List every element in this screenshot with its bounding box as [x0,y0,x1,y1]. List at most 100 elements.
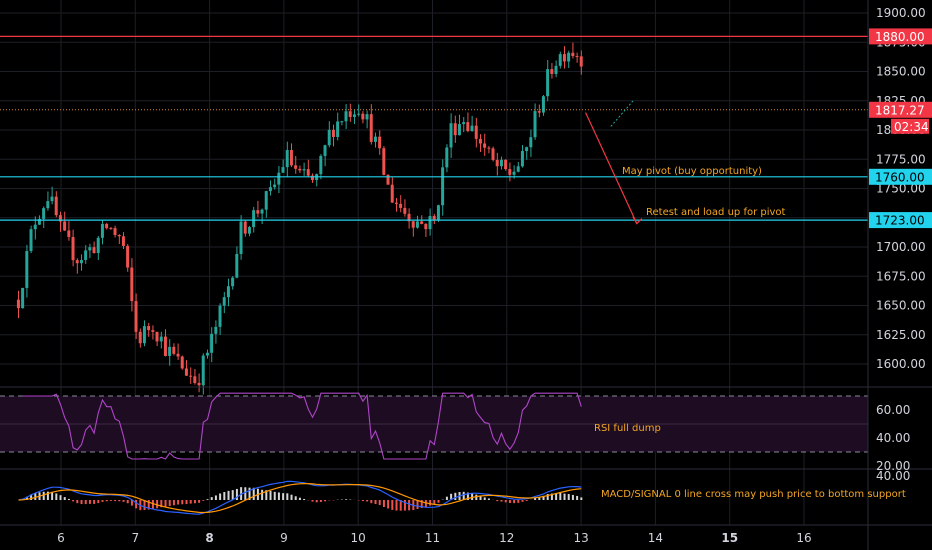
candle-body [151,330,155,332]
candle-body [16,299,20,309]
candle-body [218,305,222,327]
candle-body [281,167,285,173]
signal-line [18,483,582,514]
horizontal-lines [0,35,868,221]
price-badges: 1880.00 1760.00 1723.00 1817.27 02:34 [869,28,932,229]
candle-body [226,286,230,298]
candle-body [298,168,302,171]
macd-tick: 40.00 [876,469,910,483]
candle-body [88,247,92,251]
candle-body [575,56,579,58]
candle-body [21,287,25,309]
candle-body [415,221,419,228]
candle-body [193,376,197,383]
candle-body [75,260,79,264]
candle-body [159,336,163,342]
candle-body [121,236,125,246]
candle-body [252,210,256,228]
rsi-background [0,395,868,453]
candle-body [210,333,214,353]
candle-body [319,155,323,175]
rsi-series [22,392,582,460]
candle-body [247,227,251,234]
candle-body [495,159,499,167]
candle-body [340,121,344,123]
candle-body [512,171,516,175]
candle-body [352,114,356,117]
price-tick: 1650.00 [876,299,926,313]
candle-body [567,52,571,62]
time-tick: 12 [499,531,514,545]
time-tick: 9 [280,531,288,545]
macd-pane [18,480,583,515]
rsi-tick: 20.00 [876,459,910,473]
candle-body [327,129,331,146]
candle-body [96,237,100,254]
price-tick: 1700.00 [876,240,926,254]
candle-body [365,114,369,120]
candle-body [499,159,503,167]
candle-body [46,201,50,209]
time-tick: 7 [131,531,139,545]
candle-body [487,147,491,149]
price-tick: 1900.00 [876,6,926,20]
candle-body [558,54,562,66]
candle-body [369,114,373,142]
candle-body [432,216,436,220]
candle-body [428,216,432,230]
candle-body [562,54,566,62]
time-tick: 16 [796,531,811,545]
candle-body [541,96,545,113]
candle-body [550,69,554,74]
time-tick: 14 [648,531,663,545]
candle-body [147,326,151,331]
candle-body [214,326,218,334]
candle-body [411,221,415,228]
candle-body [323,145,327,156]
candle-body [155,331,159,342]
price-tick: 1750.00 [876,182,926,196]
candle-body [520,151,524,167]
candle-body [449,123,453,148]
candle-body [126,245,130,268]
projection-dotted [610,100,634,127]
rsi-tick: 40.00 [876,431,910,445]
candle-body [197,382,201,386]
candle-body [189,375,193,377]
candle-body [180,356,184,369]
candle-body [222,297,226,306]
candle-body [168,346,172,356]
candle-body [243,221,247,234]
candle-body [138,331,142,344]
candle-body [386,174,390,185]
candle-body [546,69,550,97]
candle-body [205,352,209,356]
rsi-tick: 60.00 [876,403,910,417]
candle-body [424,223,428,230]
annotation-retest: Retest and load up for pivot [646,207,786,218]
rsi-line [22,392,582,460]
candle-body [277,172,281,185]
candle-body [554,65,558,74]
candle-body [478,138,482,144]
candle-body [302,169,306,171]
candle-body [273,184,277,188]
candle-body [445,147,449,168]
candle-body [71,236,75,261]
candle-body [42,208,46,219]
time-tick: 11 [425,531,440,545]
annotation-pivot: May pivot (buy opportunity) [622,166,762,177]
candle-body [441,167,445,206]
candle-body [33,224,37,230]
candle-body [25,251,29,288]
candle-body [285,150,289,168]
badge-1760.00-bg [869,168,932,185]
candle-body [58,215,62,222]
candle-body [109,228,113,230]
price-tick: 1850.00 [876,65,926,79]
badge-1723.00-bg [869,212,932,229]
candle-body [491,148,495,160]
badge-1760.00-text: 1760.00 [875,170,925,184]
